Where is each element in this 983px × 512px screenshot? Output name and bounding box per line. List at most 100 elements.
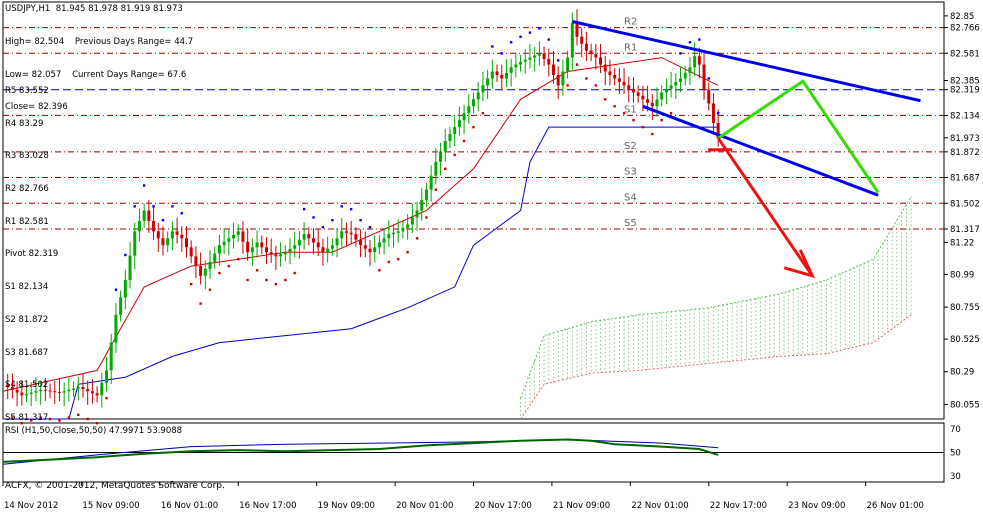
- candle-body: [424, 189, 428, 201]
- candle-body: [349, 232, 353, 235]
- y-tick-label: 82.134: [950, 111, 980, 121]
- candle-body: [580, 36, 584, 44]
- candle-body: [401, 227, 405, 232]
- candle-body: [528, 57, 532, 60]
- pivot-r5: R5 83.552: [5, 85, 49, 96]
- candle-body: [72, 388, 76, 390]
- channel-lower-line: [642, 104, 879, 197]
- sar-dot: [152, 205, 155, 208]
- x-tick-label: 16 Nov 17:00: [239, 501, 296, 511]
- y-tick-label: 82.319: [950, 86, 980, 96]
- candle-body: [90, 391, 94, 394]
- rsi-tick-label: 70: [950, 425, 961, 435]
- candle-body: [387, 234, 391, 239]
- rsi-signal-line: [2, 438, 719, 465]
- candle-body: [495, 71, 499, 75]
- candle-body: [321, 247, 325, 253]
- candle-body: [213, 253, 217, 262]
- y-tick-label: 81.872: [950, 148, 980, 158]
- pivot-s1: S1 82.134: [5, 282, 49, 293]
- pivot-s4: S4 81.502: [5, 380, 49, 391]
- candle-body: [669, 85, 673, 89]
- sar-dot: [444, 167, 447, 170]
- x-tick-label: 15 Nov 09:00: [82, 501, 139, 511]
- symbol-quote-line: USDJPY,H1 81.945 81.978 81.919 81.973: [5, 4, 183, 14]
- sar-dot: [547, 38, 550, 41]
- cloud-top-line: [520, 196, 912, 399]
- sar-dot: [331, 219, 334, 222]
- candle-body: [439, 151, 443, 162]
- candle-body: [246, 241, 250, 253]
- sar-dot: [199, 302, 202, 305]
- sar-dot: [302, 207, 306, 211]
- sar-dot: [237, 257, 240, 261]
- pivot-levels-block: R5 83.552 R4 83.29 R3 83.028 R2 82.766 R…: [5, 64, 58, 435]
- tenkan-line: [2, 57, 719, 392]
- x-tick-label: 21 Nov 09:00: [553, 501, 610, 511]
- sar-dot: [180, 212, 183, 215]
- y-tick-label: 81.317: [950, 225, 980, 235]
- forecast-bearish-path: [716, 137, 814, 277]
- candle-body: [688, 67, 692, 73]
- candle-body: [39, 389, 43, 392]
- candle-body: [359, 239, 363, 246]
- candle-body: [476, 92, 480, 100]
- candle-body: [561, 71, 565, 86]
- candle-body: [34, 391, 38, 393]
- rsi-tick-label: 50: [950, 449, 961, 459]
- candle-body: [533, 55, 537, 58]
- candle-body: [203, 268, 207, 276]
- candle-body: [62, 391, 66, 393]
- sar-dot: [641, 125, 645, 129]
- candle-body: [330, 245, 334, 249]
- candle-body: [679, 78, 683, 82]
- sar-dot: [227, 264, 231, 268]
- sar-dot: [274, 282, 278, 286]
- candle-body: [660, 92, 664, 100]
- pivot-r2: R2 82.766: [5, 183, 49, 194]
- candle-body: [542, 53, 546, 59]
- candle-body: [415, 210, 419, 218]
- candle-body: [156, 231, 160, 239]
- x-tick-label: 19 Nov 09:00: [318, 501, 375, 511]
- candle-body: [655, 99, 659, 107]
- sar-dot: [575, 63, 579, 66]
- sar-dot: [688, 41, 692, 44]
- candle-body: [208, 261, 212, 269]
- pivot-label-r2: R2: [624, 17, 637, 28]
- candle-body: [307, 234, 311, 239]
- candle-body: [636, 92, 640, 96]
- candle-body: [693, 56, 697, 68]
- pivot-label-s3: S3: [624, 167, 637, 178]
- candle-body: [133, 231, 137, 256]
- sar-dot: [246, 278, 249, 282]
- candle-body: [29, 392, 33, 394]
- candles: [6, 9, 720, 408]
- parabolic-sar: [11, 27, 720, 425]
- sar-dot: [190, 282, 193, 286]
- info-close: Close= 82.396: [5, 102, 68, 113]
- sar-dot: [519, 35, 522, 38]
- sar-dot: [698, 38, 701, 41]
- price-pane-frame: [2, 1, 945, 420]
- candle-body: [382, 238, 386, 243]
- candle-body: [180, 234, 184, 239]
- candle-body: [697, 56, 701, 65]
- y-tick-label: 80.29: [950, 368, 974, 378]
- time-x-axis: 14 Nov 2012 15 Nov 09:00 16 Nov 01:00 16 No…: [2, 482, 924, 511]
- candle-body: [500, 74, 504, 79]
- candle-body: [472, 99, 475, 107]
- candle-body: [170, 231, 174, 239]
- candle-body: [109, 342, 113, 371]
- sar-dot: [425, 216, 428, 219]
- info-high: High= 82.504 Previous Days Range= 44.7: [5, 36, 194, 47]
- candle-body: [81, 387, 85, 390]
- pivot-label-s1: S1: [624, 104, 637, 115]
- x-tick-label: 22 Nov 01:00: [631, 501, 688, 511]
- sar-dot: [509, 41, 513, 44]
- y-tick-label: 82.385: [950, 77, 980, 87]
- candle-body: [335, 238, 339, 246]
- candle-body: [217, 245, 221, 254]
- candle-body: [297, 239, 301, 246]
- sar-dot: [378, 269, 381, 272]
